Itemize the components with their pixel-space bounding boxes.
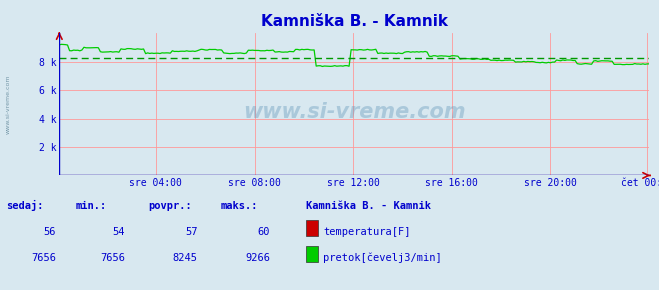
Text: 8245: 8245 [173,253,198,263]
Text: www.si-vreme.com: www.si-vreme.com [243,102,465,122]
Text: povpr.:: povpr.: [148,201,192,211]
Text: sedaj:: sedaj: [7,200,44,211]
Text: 9266: 9266 [245,253,270,263]
Text: 7656: 7656 [100,253,125,263]
Text: pretok[čevelj3/min]: pretok[čevelj3/min] [323,253,442,263]
Text: 56: 56 [43,227,56,237]
Title: Kamniška B. - Kamnik: Kamniška B. - Kamnik [261,14,447,29]
Text: www.si-vreme.com: www.si-vreme.com [5,75,11,134]
Text: 60: 60 [258,227,270,237]
Text: temperatura[F]: temperatura[F] [323,227,411,237]
Text: min.:: min.: [76,201,107,211]
Text: Kamniška B. - Kamnik: Kamniška B. - Kamnik [306,201,432,211]
Text: 7656: 7656 [31,253,56,263]
Text: 54: 54 [113,227,125,237]
Text: maks.:: maks.: [221,201,258,211]
Text: 57: 57 [185,227,198,237]
